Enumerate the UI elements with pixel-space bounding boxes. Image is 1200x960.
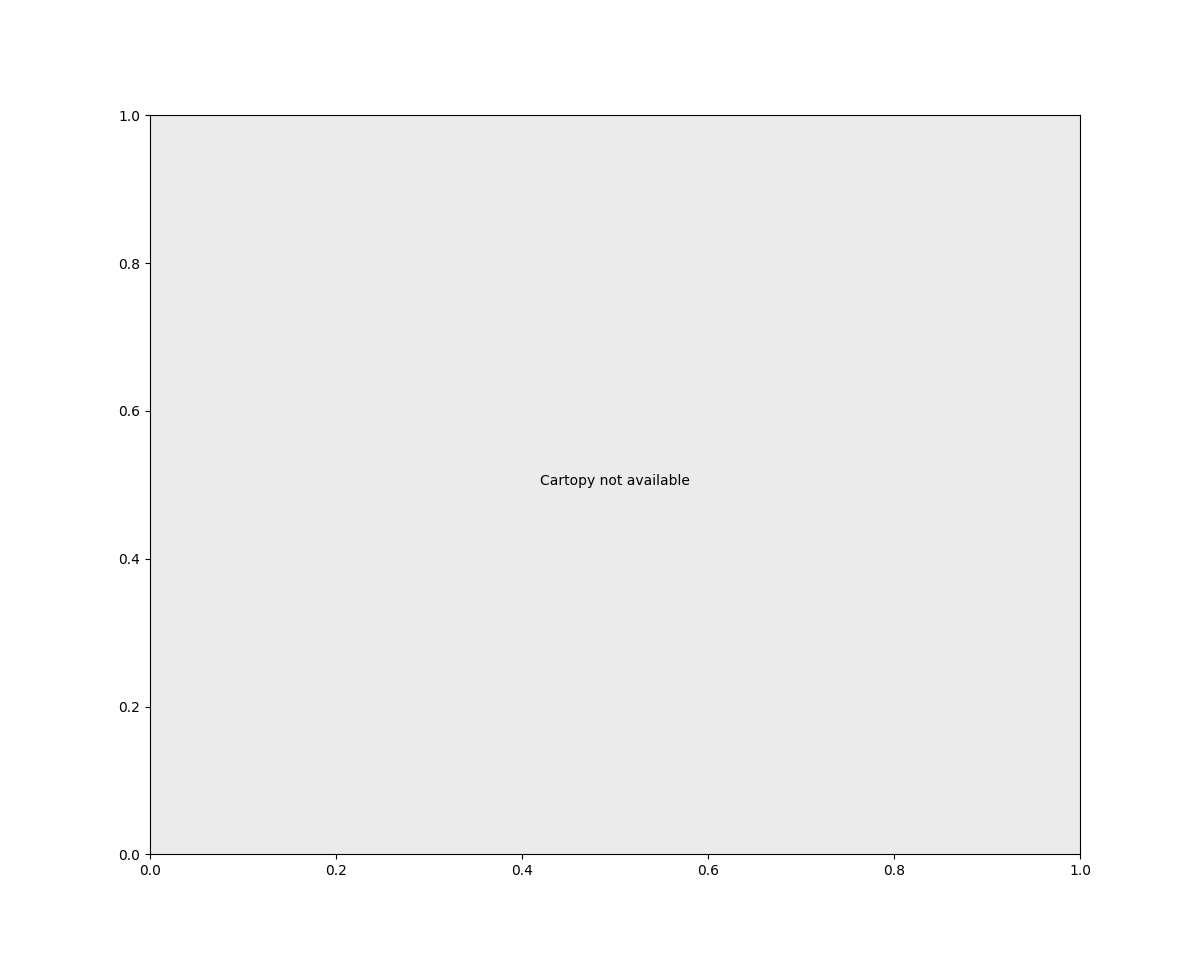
Text: Cartopy not available: Cartopy not available — [540, 474, 690, 488]
